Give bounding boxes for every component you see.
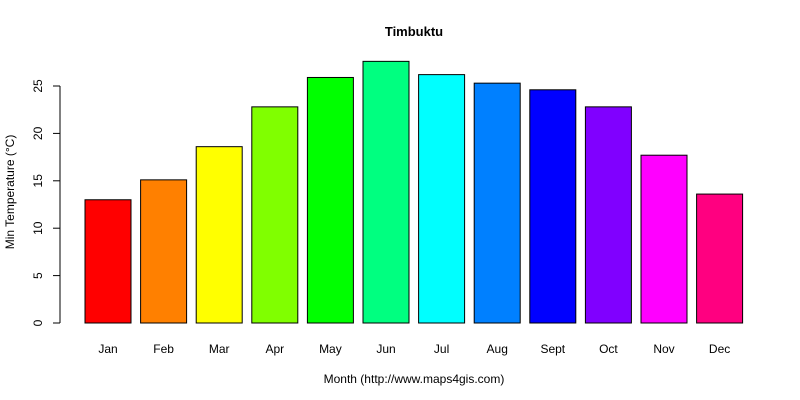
x-tick-label: Mar xyxy=(209,342,230,356)
bar-aug xyxy=(473,82,521,324)
bar-dec xyxy=(696,193,744,324)
chart-title: Timbuktu xyxy=(385,24,443,39)
y-axis-label: Min Temperature (°C) xyxy=(3,135,17,250)
x-tick-labels: Jan Feb Mar Apr May Jun Jul Aug Sept Oct Nov Dec xyxy=(98,342,730,356)
bar-jun xyxy=(362,60,410,324)
x-tick-label: Sept xyxy=(540,342,565,356)
bar-jul xyxy=(418,74,466,324)
y-tick-label: 15 xyxy=(31,174,45,188)
y-tick-label: 0 xyxy=(31,319,45,326)
y-tick-label: 25 xyxy=(31,79,45,93)
bars-group xyxy=(84,60,744,324)
bar-oct xyxy=(584,106,632,324)
x-tick-label: Aug xyxy=(487,342,508,356)
x-tick-label: Jun xyxy=(376,342,395,356)
bar-sept xyxy=(529,89,577,324)
bar-jan xyxy=(84,199,132,324)
x-tick-label: Apr xyxy=(265,342,284,356)
x-tick-label: May xyxy=(319,342,342,356)
bar-nov xyxy=(640,154,688,324)
y-tick-label: 10 xyxy=(31,221,45,235)
bar-feb xyxy=(140,179,188,324)
x-tick-label: Jan xyxy=(98,342,117,356)
bar-mar xyxy=(195,146,243,324)
x-tick-label: Jul xyxy=(434,342,449,356)
x-tick-label: Nov xyxy=(653,342,674,356)
x-tick-label: Dec xyxy=(709,342,730,356)
x-tick-label: Feb xyxy=(153,342,174,356)
bar-may xyxy=(306,76,354,324)
y-tick-label: 20 xyxy=(31,126,45,140)
x-axis-label: Month (http://www.maps4gis.com) xyxy=(324,372,505,386)
bar-apr xyxy=(251,106,299,324)
y-axis: 0 5 10 15 20 25 xyxy=(31,79,61,326)
x-tick-label: Oct xyxy=(599,342,618,356)
y-tick-label: 5 xyxy=(31,272,45,279)
